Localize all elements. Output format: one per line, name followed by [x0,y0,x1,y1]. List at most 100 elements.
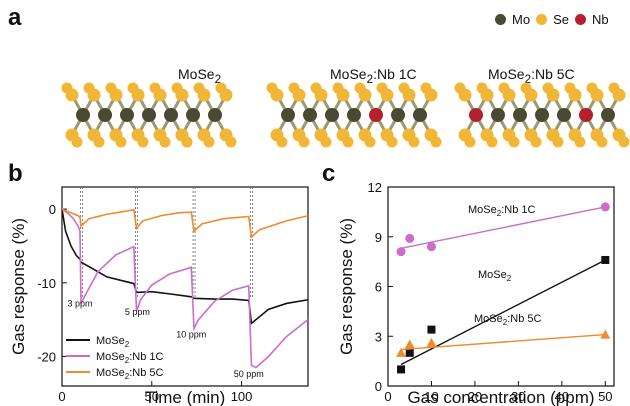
data-point [600,329,611,339]
se-atom [508,136,520,148]
mo-atom [413,108,427,122]
data-point [405,233,415,243]
se-atom [320,136,332,148]
y-tick-label: -20 [37,350,56,365]
x-tick-label: 50 [145,389,159,404]
panel-a-letter: a [8,4,22,31]
y-tick-label: 9 [375,230,382,245]
se-atom [420,82,432,94]
panel-c-letter: c [322,160,336,187]
series-label: MoSe2 [478,269,512,283]
se-atom [364,136,376,148]
se-legend-label: Se [553,12,569,27]
data-point [600,202,610,212]
y-tick-label: 0 [375,379,382,394]
mo-atom [535,108,549,122]
legend-label: MoSe2:Nb 1C [96,351,163,365]
x-tick-label: 10 [424,389,438,404]
se-atom [354,82,366,94]
data-point [427,325,436,334]
crystal-structures [61,82,630,148]
x-tick-label: 20 [468,389,482,404]
se-atom [105,82,117,94]
se-atom [115,136,127,148]
se-atom [298,136,310,148]
se-atom [586,82,598,94]
mo-atom [142,108,156,122]
series-line [61,208,309,369]
se-atom [386,136,398,148]
series-label: MoSe2:Nb 5C [474,313,541,327]
mo-atom [303,108,317,122]
fit-line [400,206,606,250]
se-atom [542,82,554,94]
mo-atom [186,108,200,122]
data-point [426,337,437,347]
panel-b-letter: b [8,160,23,187]
mo-atom [281,108,295,122]
x-tick-label: 0 [58,389,65,404]
se-atom [498,82,510,94]
se-atom [454,82,466,94]
y-axis-label: Gas response (%) [337,218,356,355]
concentration-annotation: 50 ppm [234,369,264,379]
series-line [61,208,309,239]
mo-atom-swatch [495,14,506,25]
se-atom [476,82,488,94]
se-atom [159,136,171,148]
x-axis-label: Time (min) [145,388,226,406]
concentration-annotation: 3 ppm [67,298,92,308]
se-atom [464,136,476,148]
se-atom [266,82,278,94]
mo-atom [513,108,527,122]
crystal-structure [454,82,630,148]
se-atom-swatch [536,14,548,25]
se-atom [181,136,193,148]
se-atom [564,82,576,94]
legend-label: MoSe2 [96,335,130,349]
data-point [396,247,406,257]
mo-atom [491,108,505,122]
concentration-annotation: 5 ppm [125,307,150,317]
y-tick-label: 12 [368,180,382,195]
se-atom [342,136,354,148]
x-tick-label: 30 [511,389,525,404]
mo-atom [347,108,361,122]
plot-frame [61,186,309,387]
chart-c-concentration-response: 0 10 20 30 40 50 0 3 6 9 12 Gas concentration (ppm)… [337,180,615,406]
mo-atom [98,108,112,122]
y-tick-label: 0 [49,202,56,217]
x-tick-label: 40 [555,389,569,404]
se-atom [83,82,95,94]
mo-legend-label: Mo [512,12,531,27]
nb-atom-swatch [574,14,586,25]
se-atom [574,136,586,148]
crystal-structure [266,82,442,148]
structure-label-nb1c: MoSe2:Nb 1C [330,66,417,86]
se-atom [618,136,630,148]
se-atom [171,82,183,94]
se-atom [408,136,420,148]
se-atom [608,82,620,94]
se-atom [430,136,442,148]
y-tick-label: 6 [375,280,382,295]
se-atom [486,136,498,148]
y-tick-label: -10 [37,276,56,291]
mo-atom [120,108,134,122]
se-atom [332,82,344,94]
se-atom [203,136,215,148]
structure-label-nb5c: MoSe2:Nb 5C [488,66,575,86]
nb-atom [369,108,383,122]
structure-label-mose2: MoSe2 [178,66,222,86]
mo-atom [601,108,615,122]
x-axis-label: Gas concentration (ppm) [407,388,594,406]
legend-label: MoSe2:Nb 5C [96,367,163,381]
data-point [397,365,406,374]
concentration-annotation: 10 ppm [176,329,206,339]
se-atom [398,82,410,94]
se-atom [520,82,532,94]
se-atom [225,136,237,148]
data-point [404,339,415,349]
se-atom [71,136,83,148]
